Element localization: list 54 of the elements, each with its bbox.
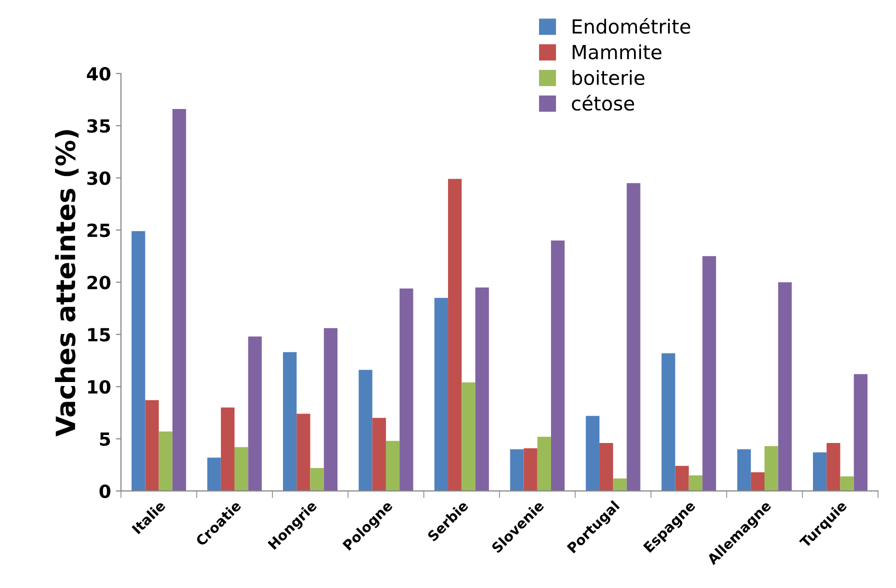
- bar: [854, 374, 868, 491]
- bar: [702, 256, 716, 491]
- legend-label: cétose: [572, 94, 634, 111]
- bar: [386, 440, 400, 491]
- y-tick-label: 5: [100, 432, 110, 446]
- bar: [688, 475, 702, 491]
- bar: [599, 442, 614, 491]
- bar: [551, 240, 565, 491]
- y-tick-label: 15: [88, 328, 110, 342]
- bar: [524, 448, 538, 491]
- bar: [737, 449, 751, 491]
- bar: [812, 452, 827, 491]
- y-tick-label: 30: [87, 171, 110, 185]
- bar: [537, 436, 552, 491]
- bar: [296, 414, 310, 491]
- bar: [132, 231, 146, 491]
- bar: [220, 407, 235, 491]
- bar: [675, 466, 689, 491]
- bar: [462, 382, 476, 491]
- bar: [750, 472, 765, 491]
- legend-label: boiterie: [572, 70, 644, 86]
- bar: [234, 447, 248, 491]
- bar: [826, 442, 840, 491]
- bar: [158, 431, 172, 491]
- bar: [662, 353, 676, 491]
- bar: [248, 336, 262, 491]
- bar: [510, 449, 524, 491]
- y-tick-label: 0: [100, 484, 110, 498]
- bar: [310, 468, 324, 491]
- y-tick-label: 35: [87, 119, 110, 133]
- bar: [282, 352, 297, 491]
- bar: [613, 478, 627, 491]
- bar: [764, 446, 778, 491]
- bar: [145, 400, 159, 491]
- bar: [586, 416, 600, 491]
- bar: [434, 298, 448, 491]
- y-tick-label: 20: [88, 276, 110, 290]
- legend-label: Mammite: [572, 44, 662, 60]
- legend-label: Endométrite: [572, 18, 690, 34]
- y-axis-title: Vaches atteintes (%): [55, 130, 79, 436]
- bar: [778, 282, 792, 491]
- bar: [448, 178, 462, 491]
- bar: [626, 183, 640, 491]
- bar: [358, 370, 372, 491]
- y-tick-label: 40: [86, 66, 110, 81]
- bar: [172, 108, 186, 491]
- y-tick-label: 10: [88, 380, 110, 394]
- bar: [324, 328, 338, 491]
- bar: [400, 288, 414, 491]
- bar: [840, 476, 854, 491]
- bar: [475, 287, 489, 491]
- bar: [372, 418, 386, 491]
- y-tick-label: 25: [88, 224, 110, 238]
- bar: [207, 458, 221, 491]
